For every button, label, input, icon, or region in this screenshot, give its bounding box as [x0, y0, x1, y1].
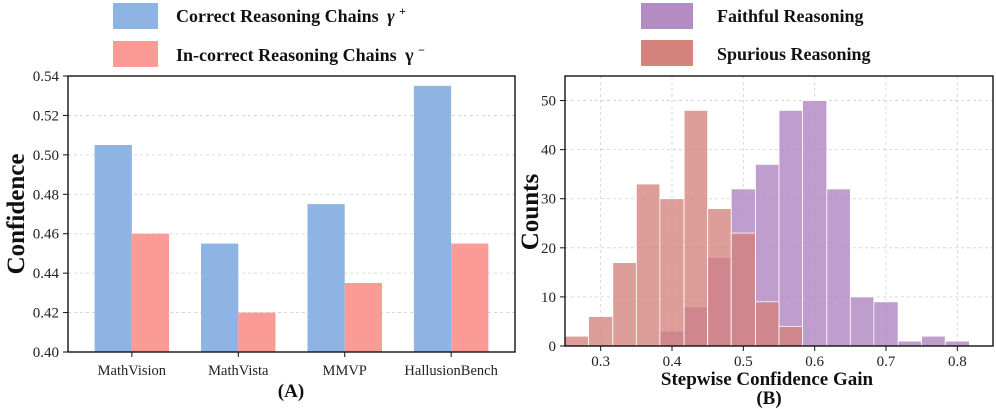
hist-bin-faithful: [849, 296, 875, 347]
legend-b: Faithful Reasoning Spurious Reasoning: [641, 3, 871, 66]
panel-b-y-tick-label: 30: [541, 192, 556, 208]
legend-b-label-spurious: Spurious Reasoning: [717, 44, 871, 64]
panel-b-y-tick-label: 50: [541, 94, 556, 110]
legend-a-label-incorrect: In-correct Reasoning Chains γ −: [176, 43, 425, 65]
legend-b-swatch-faithful: [641, 3, 693, 29]
bar-correct-mmvp: [307, 204, 345, 352]
legend-a-swatch-incorrect: [113, 41, 158, 67]
panel-a-x-tick-label: MMVP: [323, 363, 367, 379]
panel-a-y-label: Confidence: [3, 154, 30, 275]
hist-bin-spurious: [778, 325, 803, 347]
hist-bin-spurious: [755, 301, 780, 347]
legend-a-swatch-correct: [113, 3, 158, 29]
hist-bin-spurious: [635, 183, 661, 347]
panel-a-label: (A): [278, 381, 304, 402]
hist-bin-spurious: [659, 198, 685, 347]
panel-b-x-tick-label: 0.3: [591, 354, 610, 370]
panel-b-y-tick-label: 0: [549, 339, 557, 355]
panel-b-frame: [564, 75, 994, 347]
legend-b-label-faithful: Faithful Reasoning: [717, 6, 864, 26]
panel-a-y-tick-label: 0.40: [33, 345, 59, 361]
hist-bin-faithful: [873, 301, 899, 347]
panel-a-y-tick-label: 0.48: [33, 187, 59, 203]
panel-b-y-tick-label: 20: [541, 241, 556, 257]
panel-b-bars: [564, 100, 970, 347]
legend-a: Correct Reasoning Chains γ + In-correct …: [113, 3, 425, 67]
panel-b-x-tick-label: 0.4: [663, 354, 682, 370]
panel-b-x-ticks: 0.3 0.4 0.5 0.6 0.7 0.8: [591, 346, 967, 370]
hist-bin-spurious: [588, 316, 614, 347]
panel-a-x-tick-label: HallusionBench: [404, 363, 498, 379]
panel-b-x-tick-label: 0.6: [805, 354, 824, 370]
bar-incorrect-hallusionbench: [451, 243, 489, 352]
hist-bin-spurious: [730, 232, 756, 347]
hist-bin-faithful: [897, 340, 923, 347]
bar-correct-hallusionbench: [413, 85, 452, 352]
panel-b-y-tick-label: 40: [541, 143, 556, 159]
bar-incorrect-mathvision: [131, 233, 170, 352]
hist-bin-spurious: [612, 262, 637, 347]
bar-incorrect-mathvista: [238, 312, 276, 352]
panel-b-label: (B): [756, 388, 781, 409]
hist-bin-spurious: [683, 109, 709, 347]
legend-a-label-correct: Correct Reasoning Chains γ +: [176, 4, 406, 26]
bar-incorrect-mmvp: [344, 283, 382, 352]
hist-bin-faithful: [826, 188, 851, 347]
hist-bin-spurious: [564, 335, 589, 347]
panel-b-y-label: Counts: [517, 174, 544, 251]
panel-a-y-tick-label: 0.52: [33, 108, 59, 124]
panel-b: 0 10 20 30 40 50 0.3 0.4 0.5 0.6 0.7 0.8 Counts St…: [517, 75, 994, 409]
panel-a-y-tick-label: 0.50: [33, 148, 59, 164]
hist-bin-faithful: [802, 100, 828, 347]
bar-correct-mathvision: [94, 145, 132, 352]
panel-a-y-tick-label: 0.46: [33, 227, 60, 243]
panel-a-y-tick-label: 0.42: [33, 306, 59, 322]
legend-b-swatch-spurious: [641, 40, 693, 66]
panel-a: 0.40 0.42 0.44 0.46 0.48 0.50 0.52 0.54 MathVis…: [3, 69, 516, 402]
panel-b-y-ticks: 0 10 20 30 40 50: [541, 94, 565, 355]
hist-bin-spurious: [707, 208, 732, 347]
hist-bin-faithful: [944, 340, 970, 347]
panel-b-x-label: Stepwise Confidence Gain: [661, 369, 874, 390]
panel-a-x-tick-label: MathVista: [208, 363, 269, 379]
panel-b-x-tick-label: 0.8: [948, 354, 967, 370]
panel-b-x-tick-label: 0.7: [877, 354, 896, 370]
panel-a-y-tick-label: 0.44: [33, 266, 60, 282]
panel-a-x-ticks: MathVision MathVista MMVP HallusionBench: [98, 352, 499, 379]
panel-a-bars: [94, 85, 489, 352]
panel-b-y-tick-label: 10: [541, 290, 556, 306]
hist-bin-faithful: [921, 335, 946, 347]
panel-a-y-ticks: 0.40 0.42 0.44 0.46 0.48 0.50 0.52 0.54: [33, 69, 68, 361]
hist-bin-faithful: [778, 109, 803, 347]
bar-correct-mathvista: [201, 243, 239, 352]
panel-a-y-tick-label: 0.54: [33, 69, 60, 85]
panel-a-frame: [67, 75, 516, 353]
panel-a-x-tick-label: MathVision: [98, 363, 167, 379]
panel-b-x-tick-label: 0.5: [734, 354, 753, 370]
